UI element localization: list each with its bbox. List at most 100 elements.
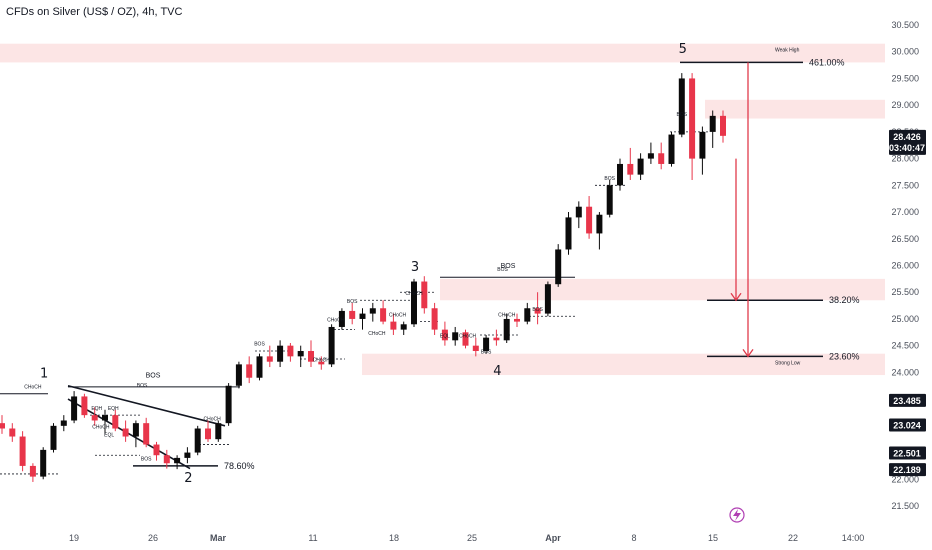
structure-label-9: CHoCH xyxy=(24,384,42,390)
wave-label-5: 5 xyxy=(679,42,687,57)
candle-body-40 xyxy=(411,281,417,325)
wave-label-2: 2 xyxy=(184,471,192,486)
structure-label-4: BOS xyxy=(347,299,358,305)
candle-body-64 xyxy=(658,153,665,164)
zone-label-3: Strong Low xyxy=(775,361,801,367)
x-tick-7: 8 xyxy=(631,533,636,543)
y-tick-12: 24.500 xyxy=(891,341,919,351)
candle-body-8 xyxy=(81,396,88,416)
x-tick-2: Mar xyxy=(210,533,227,543)
fib-label-0: 461.00% xyxy=(809,57,845,67)
arrow-to-23-head xyxy=(742,348,754,358)
x-tick-8: 15 xyxy=(708,533,718,543)
zone-1 xyxy=(705,99,885,119)
price-tag-bg-3 xyxy=(889,446,926,460)
structure-label-19: EQH xyxy=(108,406,119,412)
structure-label-18: EQH xyxy=(91,406,102,412)
candle-body-70 xyxy=(720,115,726,136)
lightning-icon-bolt xyxy=(733,509,741,521)
price-tag-0: 28.426 xyxy=(893,132,921,142)
candle-body-39 xyxy=(400,324,407,330)
x-tick-3: 11 xyxy=(308,533,317,543)
candle-body-56 xyxy=(575,206,582,218)
zone-0 xyxy=(0,43,885,63)
y-tick-11: 25.000 xyxy=(891,314,919,324)
structure-label-13: CHoCH xyxy=(368,331,386,337)
candle-body-16 xyxy=(163,455,170,464)
candle-body-44 xyxy=(452,332,459,341)
candles-layer xyxy=(0,73,726,482)
y-tick-17: 22.000 xyxy=(891,474,919,484)
bos-mid-label-3: BOS xyxy=(501,263,516,270)
candle-body-53 xyxy=(544,284,551,314)
candle-body-68 xyxy=(699,131,706,159)
candle-body-43 xyxy=(441,329,448,341)
structure-label-7: BOS xyxy=(604,176,615,182)
structure-label-0: BOS xyxy=(137,383,148,389)
x-tick-0: 19 xyxy=(69,533,79,543)
structure-label-8: BOS xyxy=(677,112,688,118)
structure-label-21: EQL xyxy=(440,334,450,340)
chart-title: CFDs on Silver (US$ / OZ), 4h, TVC xyxy=(6,6,183,18)
candle-body-17 xyxy=(174,457,181,464)
candle-body-41 xyxy=(421,281,428,309)
candle-body-34 xyxy=(349,310,356,319)
candle-body-24 xyxy=(246,364,253,378)
structure-line-0 xyxy=(67,384,226,427)
candle-body-63 xyxy=(647,153,654,159)
candle-body-0 xyxy=(0,423,5,429)
price-tag-bg-4 xyxy=(889,463,926,477)
candle-body-7 xyxy=(71,396,78,421)
candle-body-47 xyxy=(483,337,490,352)
price-tag-2: 23.024 xyxy=(893,421,921,431)
price-tag-bg-1 xyxy=(889,393,926,407)
candle-body-10 xyxy=(102,415,108,421)
candle-body-1 xyxy=(9,428,16,437)
candle-body-23 xyxy=(235,364,242,386)
candle-body-48 xyxy=(493,337,500,341)
candle-body-31 xyxy=(318,361,325,365)
candle-body-3 xyxy=(29,465,36,477)
candle-body-20 xyxy=(205,428,211,440)
candle-body-54 xyxy=(555,249,562,285)
structure-label-14: CHoCH xyxy=(405,291,423,297)
x-tick-5: 25 xyxy=(467,533,477,543)
candle-body-51 xyxy=(524,308,531,322)
price-tag-3: 22.501 xyxy=(893,449,921,459)
structure-label-10: CHoCH xyxy=(92,425,110,431)
y-tick-7: 27.000 xyxy=(891,207,919,217)
candle-body-18 xyxy=(184,452,191,458)
candle-body-4 xyxy=(40,449,47,477)
candle-body-69 xyxy=(709,115,716,132)
structure-label-12: CHoCH xyxy=(327,318,345,324)
candle-body-61 xyxy=(627,163,634,175)
price-axis: 30.50030.00029.50029.00028.50028.00027.5… xyxy=(889,20,926,511)
candle-body-29 xyxy=(297,351,304,357)
zone-2 xyxy=(440,278,885,301)
y-tick-10: 25.500 xyxy=(891,287,919,297)
candle-body-65 xyxy=(668,134,675,164)
wave-label-4: 4 xyxy=(493,364,501,379)
candle-body-38 xyxy=(390,321,397,330)
candle-body-35 xyxy=(359,313,366,319)
zones-layer xyxy=(0,43,885,376)
labels-layer: Weak High Strong Low 461.00% 38.20% 23.60% 78… xyxy=(24,42,859,486)
candle-body-55 xyxy=(565,217,572,250)
arrow-to-38-head xyxy=(730,292,742,302)
wave-label-3: 3 xyxy=(411,260,419,275)
lightning-icon-ring xyxy=(729,507,745,523)
candle-body-46 xyxy=(472,345,479,352)
y-tick-8: 26.500 xyxy=(891,234,919,244)
candle-body-14 xyxy=(143,423,150,445)
candle-body-49 xyxy=(503,318,510,341)
fib-label-1: 38.20% xyxy=(829,295,860,305)
structure-label-3: BOS xyxy=(254,342,265,348)
y-tick-18: 21.500 xyxy=(891,501,919,511)
zone-label-0: Weak High xyxy=(775,48,800,54)
candle-body-52 xyxy=(534,308,541,314)
candle-body-28 xyxy=(287,345,294,357)
structure-label-6: BOS xyxy=(532,307,543,313)
fib-label-2: 23.60% xyxy=(829,351,860,361)
candle-body-37 xyxy=(380,308,387,322)
